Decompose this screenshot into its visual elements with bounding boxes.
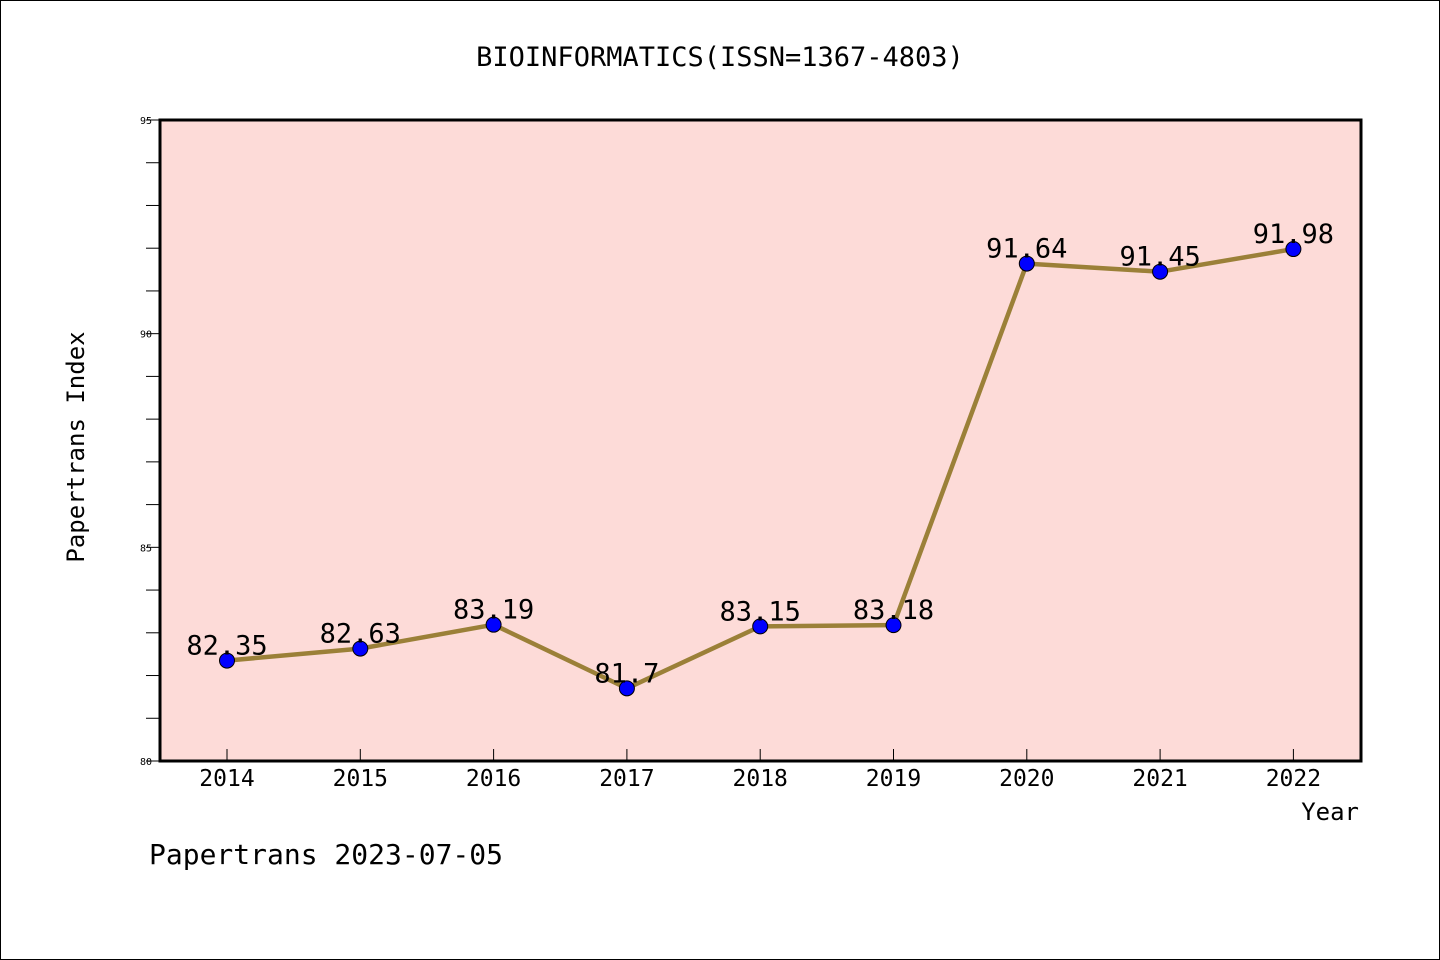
- y-axis: 80 85 90 95: [140, 116, 160, 768]
- data-label: 83.19: [453, 595, 534, 626]
- x-tick-label: 2018: [733, 766, 788, 792]
- data-point: [219, 652, 235, 669]
- data-point: [618, 680, 635, 697]
- data-label: 91.64: [986, 234, 1067, 265]
- series-markers: [219, 241, 1302, 697]
- x-tick-label: 2015: [333, 766, 388, 792]
- chart-title: BIOINFORMATICS(ISSN=1367-4803): [476, 42, 964, 73]
- y-tick-label: 95: [140, 116, 152, 127]
- data-point: [485, 616, 502, 633]
- data-label: 81.7: [594, 658, 659, 689]
- data-point: [752, 618, 769, 635]
- x-tick-label: 2014: [199, 766, 254, 792]
- plot-border: [158, 118, 1363, 763]
- x-tick-label: 2021: [1132, 766, 1187, 792]
- data-label: 82.63: [320, 619, 401, 650]
- x-tick-label: 2016: [466, 766, 521, 792]
- data-label: 83.15: [720, 596, 801, 627]
- data-point: [352, 640, 369, 657]
- x-tick-label: 2019: [866, 766, 921, 792]
- x-tick-label: 2022: [1266, 766, 1321, 792]
- data-point: [1285, 241, 1302, 258]
- x-axis: 2014 2015 2016 2017 2018 2019 2020 2021 2022: [199, 749, 1321, 792]
- data-point: [885, 617, 902, 634]
- data-point: [1152, 263, 1169, 280]
- credit-text: Papertrans 2023-07-05: [149, 838, 503, 871]
- y-tick-label: 85: [140, 543, 152, 554]
- data-label: 91.45: [1119, 242, 1200, 273]
- data-label: 82.35: [186, 631, 267, 662]
- x-axis-label: Year: [1301, 798, 1359, 826]
- data-label: 91.98: [1253, 219, 1334, 250]
- data-point: [1018, 255, 1035, 272]
- x-tick-label: 2020: [999, 766, 1054, 792]
- data-label: 83.18: [853, 595, 934, 626]
- y-axis-label: Papertrans Index: [62, 331, 90, 562]
- plot-area: [160, 120, 1361, 761]
- x-tick-label: 2017: [599, 766, 654, 792]
- data-labels: 82.35 82.63 83.19 81.7 83.15 83.18 91.64 91.45 9…: [186, 219, 1334, 689]
- y-tick-label: 80: [140, 757, 152, 768]
- y-tick-label: 90: [140, 330, 152, 341]
